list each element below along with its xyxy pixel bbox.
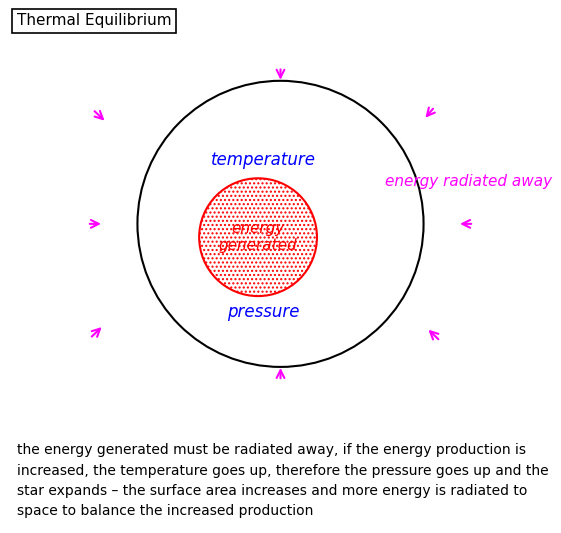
Text: the energy generated must be radiated away, if the energy production is: the energy generated must be radiated aw… bbox=[17, 443, 526, 457]
Text: Thermal Equilibrium: Thermal Equilibrium bbox=[17, 13, 172, 28]
Text: energy radiated away: energy radiated away bbox=[385, 174, 552, 189]
Text: energy
generated: energy generated bbox=[219, 221, 297, 253]
Text: temperature: temperature bbox=[211, 151, 316, 169]
Text: pressure: pressure bbox=[227, 303, 300, 321]
Text: space to balance the increased production: space to balance the increased productio… bbox=[17, 504, 313, 518]
Text: increased, the temperature goes up, therefore the pressure goes up and the: increased, the temperature goes up, ther… bbox=[17, 464, 549, 478]
Circle shape bbox=[199, 178, 317, 296]
Text: star expands – the surface area increases and more energy is radiated to: star expands – the surface area increase… bbox=[17, 484, 527, 498]
Circle shape bbox=[137, 81, 424, 367]
